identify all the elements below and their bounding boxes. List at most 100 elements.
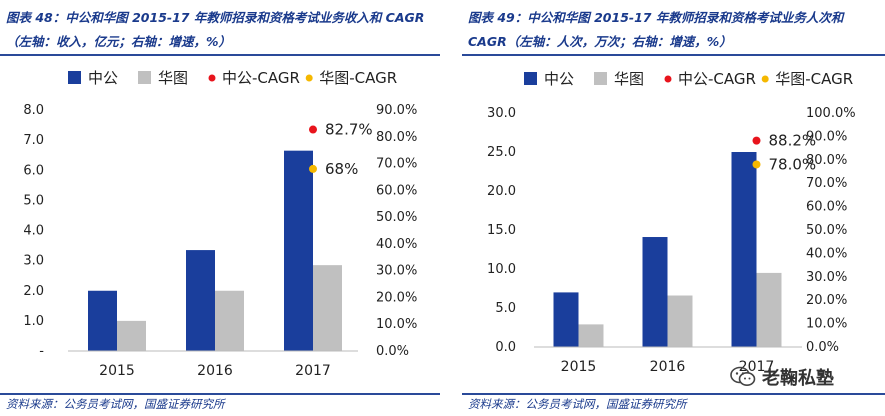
y-tick-right: 90.0% xyxy=(376,103,417,118)
legend-item-zhonggong: 中公 xyxy=(524,70,574,88)
y-tick-right: 50.0% xyxy=(806,223,847,238)
revenue-chart: 中公 华图 中公-CAGR 华图-CAGR - 1.0 2.0 3.0 4.0 5.0 6.0 7.0… xyxy=(23,69,417,379)
legend-item-zhonggong-cagr: 中公-CAGR xyxy=(664,70,756,88)
watermark-text: 老鞠私塾 xyxy=(762,368,834,389)
y-tick-left: 25.0 xyxy=(487,145,516,160)
y-tick-right: 20.0% xyxy=(806,293,847,308)
y-tick-left: 20.0 xyxy=(487,184,516,199)
legend-item-huatu-cagr: 华图-CAGR xyxy=(761,70,853,88)
x-tick-label: 2015 xyxy=(99,363,135,379)
y-tick-left: 0.0 xyxy=(495,340,516,355)
data-label-huatu-cagr: 68% xyxy=(325,160,358,178)
y-tick-left: 1.0 xyxy=(23,314,44,329)
y-tick-left: 15.0 xyxy=(487,223,516,238)
y-tick-left: 5.0 xyxy=(495,301,516,316)
attendance-chart: 中公 华图 中公-CAGR 华图-CAGR 0.0 5.0 10.0 15.0 20.0 25.0… xyxy=(487,70,856,375)
y-tick-left: 6.0 xyxy=(23,163,44,178)
y-tick-right: 20.0% xyxy=(376,290,417,305)
x-tick-label: 2016 xyxy=(197,363,233,379)
x-tick-label: 2017 xyxy=(295,363,331,379)
y-tick-right: 10.0% xyxy=(806,317,847,332)
bar-zhonggong-2015 xyxy=(553,292,579,347)
legend-item-huatu: 华图 xyxy=(138,69,188,87)
title-divider xyxy=(462,54,885,56)
legend-label: 中公-CAGR xyxy=(678,70,756,88)
bar-zhonggong-2016 xyxy=(186,250,215,351)
legend-marker xyxy=(664,75,672,83)
y-tick-left: 8.0 xyxy=(23,103,44,118)
legend-item-huatu-cagr: 华图-CAGR xyxy=(305,69,397,87)
data-label-zhonggong-cagr: 88.2% xyxy=(769,132,817,150)
chart-panel-left: 图表 48：中公和华图 2015-17 年教师招录和资格考试业务收入和 CAGR… xyxy=(0,0,440,416)
point-huatu-cagr xyxy=(309,164,317,173)
legend-label: 中公 xyxy=(544,70,574,88)
legend-marker xyxy=(761,75,769,83)
y-tick-right: 100.0% xyxy=(806,106,856,121)
y-tick-right: 0.0% xyxy=(376,344,409,359)
x-tick-label: 2016 xyxy=(650,359,686,375)
legend-item-zhonggong: 中公 xyxy=(68,69,118,87)
y-tick-right: 60.0% xyxy=(376,183,417,198)
bar-huatu-2015 xyxy=(578,324,604,347)
bar-zhonggong-2017 xyxy=(284,150,313,351)
bar-huatu-2017 xyxy=(313,265,342,351)
bar-huatu-2016 xyxy=(667,295,693,347)
chart-panel-right: 图表 49：中公和华图 2015-17 年教师招录和资格考试业务人次和 CAGR… xyxy=(462,0,885,416)
source-divider xyxy=(0,393,440,395)
legend-label: 华图-CAGR xyxy=(319,69,397,87)
legend-swatch xyxy=(138,71,151,84)
source-note: 资料来源：公务员考试网，国盛证券研究所 xyxy=(6,397,225,411)
legend-label: 中公-CAGR xyxy=(222,69,300,87)
bar-huatu-2016 xyxy=(215,290,244,351)
bar-zhonggong-2015 xyxy=(88,290,117,351)
y-tick-right: 30.0% xyxy=(806,270,847,285)
legend-label: 华图 xyxy=(614,70,644,88)
legend-label: 华图-CAGR xyxy=(775,70,853,88)
y-tick-left: 10.0 xyxy=(487,262,516,277)
legend-swatch xyxy=(68,71,81,84)
y-tick-right: 60.0% xyxy=(806,200,847,215)
legend-swatch xyxy=(594,72,607,85)
point-zhonggong-cagr xyxy=(752,136,761,145)
y-tick-right: 80.0% xyxy=(806,153,847,168)
bar-huatu-2015 xyxy=(117,320,146,351)
point-zhonggong-cagr xyxy=(309,125,317,134)
y-tick-right: 80.0% xyxy=(376,130,417,145)
title-divider xyxy=(0,54,440,56)
bar-zhonggong-2016 xyxy=(642,237,668,347)
data-label-zhonggong-cagr: 82.7% xyxy=(325,121,373,139)
y-tick-right: 0.0% xyxy=(806,340,839,355)
legend-item-zhonggong-cagr: 中公-CAGR xyxy=(208,69,300,87)
y-tick-right: 50.0% xyxy=(376,210,417,225)
chart-title: 图表 49：中公和华图 2015-17 年教师招录和资格考试业务人次和 CAGR… xyxy=(468,10,844,49)
y-tick-right: 40.0% xyxy=(806,246,847,261)
y-tick-right: 90.0% xyxy=(806,129,847,144)
y-tick-left: - xyxy=(39,344,44,359)
legend-marker xyxy=(208,74,216,82)
y-tick-left: 3.0 xyxy=(23,254,44,269)
data-label-huatu-cagr: 78.0% xyxy=(769,155,817,173)
y-tick-left: 5.0 xyxy=(23,193,44,208)
chart-title: 图表 48：中公和华图 2015-17 年教师招录和资格考试业务收入和 CAGR… xyxy=(6,10,425,49)
legend-item-huatu: 华图 xyxy=(594,70,644,88)
x-tick-label: 2015 xyxy=(561,359,597,375)
y-tick-left: 2.0 xyxy=(23,284,44,299)
y-tick-left: 7.0 xyxy=(23,133,44,148)
y-tick-right: 10.0% xyxy=(376,317,417,332)
bar-huatu-2017 xyxy=(756,272,782,347)
watermark: 老鞠私塾 xyxy=(730,362,834,392)
y-tick-right: 70.0% xyxy=(376,157,417,172)
y-tick-left: 30.0 xyxy=(487,106,516,121)
bar-zhonggong-2017 xyxy=(731,152,757,347)
legend-swatch xyxy=(524,72,537,85)
y-tick-right: 40.0% xyxy=(376,237,417,252)
wechat-icon xyxy=(730,366,756,386)
source-divider xyxy=(462,393,885,395)
y-tick-left: 4.0 xyxy=(23,224,44,239)
point-huatu-cagr xyxy=(752,160,761,169)
y-tick-right: 30.0% xyxy=(376,264,417,279)
y-tick-right: 70.0% xyxy=(806,176,847,191)
legend-label: 华图 xyxy=(158,69,188,87)
source-note: 资料来源：公务员考试网，国盛证券研究所 xyxy=(468,397,687,411)
legend-marker xyxy=(305,74,313,82)
